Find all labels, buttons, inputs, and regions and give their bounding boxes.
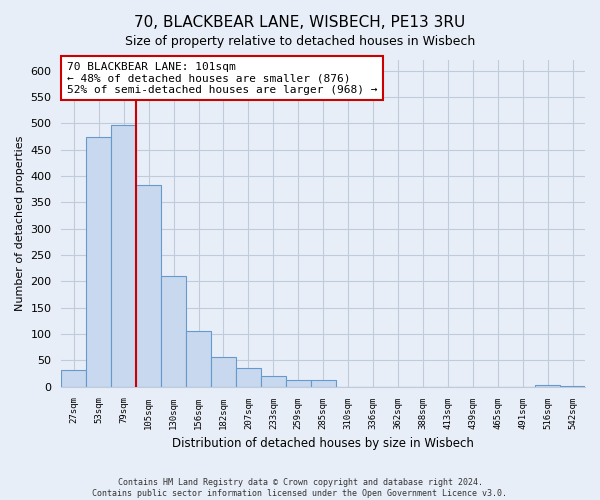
Text: Contains HM Land Registry data © Crown copyright and database right 2024.
Contai: Contains HM Land Registry data © Crown c… (92, 478, 508, 498)
Bar (236, 368, 261, 386)
Bar (311, 380, 335, 386)
X-axis label: Distribution of detached houses by size in Wisbech: Distribution of detached houses by size … (172, 437, 474, 450)
Text: 70 BLACKBEAR LANE: 101sqm
← 48% of detached houses are smaller (876)
52% of semi: 70 BLACKBEAR LANE: 101sqm ← 48% of detac… (67, 62, 377, 95)
Bar (61, 370, 86, 386)
Bar (535, 385, 560, 386)
Bar (286, 380, 311, 386)
Text: Size of property relative to detached houses in Wisbech: Size of property relative to detached ho… (125, 35, 475, 48)
Bar (261, 376, 286, 386)
Y-axis label: Number of detached properties: Number of detached properties (15, 136, 25, 311)
Bar (161, 276, 186, 386)
Bar (136, 185, 161, 386)
Text: 70, BLACKBEAR LANE, WISBECH, PE13 3RU: 70, BLACKBEAR LANE, WISBECH, PE13 3RU (134, 15, 466, 30)
Bar (186, 331, 211, 386)
Bar (111, 125, 136, 386)
Bar (211, 356, 236, 386)
Bar (86, 138, 111, 386)
